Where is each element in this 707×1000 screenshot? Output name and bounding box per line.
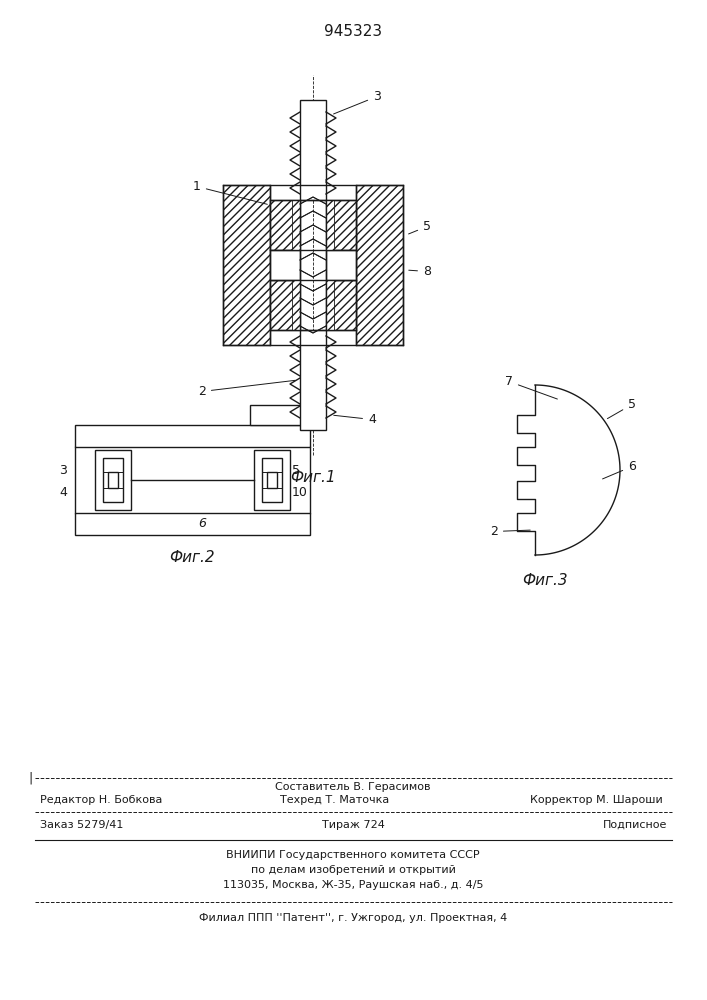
Text: ВНИИПИ Государственного комитета СССР: ВНИИПИ Государственного комитета СССР (226, 850, 480, 860)
Bar (292, 200, 300, 250)
Text: 4: 4 (59, 486, 67, 498)
Bar (270, 250, 300, 280)
Text: Фиг.2: Фиг.2 (169, 550, 215, 565)
Text: Фиг.3: Фиг.3 (522, 573, 568, 588)
Text: по делам изобретений и открытий: по делам изобретений и открытий (250, 865, 455, 875)
Bar (75, 513, 310, 535)
Text: Филиал ППП ''Патент'', г. Ужгород, ул. Проектная, 4: Филиал ППП ''Патент'', г. Ужгород, ул. П… (199, 913, 507, 923)
Bar (326, 280, 356, 330)
Text: Корректор М. Шароши: Корректор М. Шароши (530, 795, 662, 805)
Text: Техред Т. Маточка: Техред Т. Маточка (280, 795, 390, 805)
Bar (326, 200, 356, 250)
Text: 6: 6 (602, 460, 636, 479)
Bar (267, 472, 277, 488)
Text: Заказ 5279/41: Заказ 5279/41 (40, 820, 124, 830)
Text: 6: 6 (198, 517, 206, 530)
Text: 2: 2 (490, 525, 530, 538)
Text: 8: 8 (409, 265, 431, 278)
Bar (326, 200, 334, 250)
Text: 5: 5 (607, 398, 636, 419)
Text: 3: 3 (334, 90, 381, 114)
Bar (326, 250, 356, 280)
Bar (300, 330, 326, 430)
Bar (356, 185, 403, 345)
Text: Подписное: Подписное (602, 820, 667, 830)
Text: |: | (28, 772, 32, 785)
Bar (75, 425, 310, 447)
Bar (262, 458, 282, 502)
Text: Тираж 724: Тираж 724 (322, 820, 385, 830)
Text: 4: 4 (334, 413, 376, 426)
Text: Составитель В. Герасимов: Составитель В. Герасимов (275, 782, 431, 792)
Text: 2: 2 (198, 380, 296, 398)
Bar (270, 280, 300, 330)
Text: 5: 5 (409, 220, 431, 234)
Bar (95, 450, 131, 510)
Bar (326, 280, 334, 330)
Bar (292, 280, 300, 330)
Bar (270, 200, 300, 250)
Text: 1: 1 (193, 180, 267, 204)
Text: 9: 9 (315, 410, 323, 424)
Text: 3: 3 (59, 464, 67, 477)
Bar (300, 100, 326, 200)
Text: 7: 7 (505, 375, 557, 399)
Bar (254, 450, 290, 510)
Text: Редактор Н. Бобкова: Редактор Н. Бобкова (40, 795, 163, 805)
Bar (250, 405, 310, 425)
Text: 5: 5 (292, 464, 300, 477)
Text: Фиг.1: Фиг.1 (290, 470, 336, 485)
Text: 113035, Москва, Ж-35, Раушская наб., д. 4/5: 113035, Москва, Ж-35, Раушская наб., д. … (223, 880, 484, 890)
Bar (223, 185, 270, 345)
Bar (108, 472, 118, 488)
Text: 10: 10 (292, 486, 308, 498)
Text: 945323: 945323 (324, 24, 382, 39)
Bar (103, 458, 123, 502)
